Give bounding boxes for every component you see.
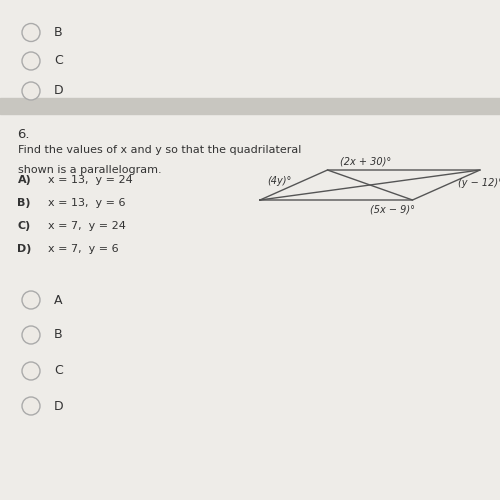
Circle shape: [22, 326, 40, 344]
Circle shape: [22, 397, 40, 415]
Text: B: B: [54, 328, 62, 342]
Text: x = 13,  y = 6: x = 13, y = 6: [48, 198, 125, 208]
Text: (4y)°: (4y)°: [268, 176, 292, 186]
Text: C): C): [18, 221, 31, 231]
Circle shape: [22, 82, 40, 100]
Text: C: C: [54, 364, 63, 378]
Circle shape: [22, 362, 40, 380]
Circle shape: [22, 52, 40, 70]
Text: D): D): [18, 244, 32, 254]
Bar: [0, 98, 500, 114]
Text: (5x − 9)°: (5x − 9)°: [370, 204, 415, 214]
Text: C: C: [54, 54, 63, 68]
Text: x = 7,  y = 6: x = 7, y = 6: [48, 244, 118, 254]
Text: (2x + 30)°: (2x + 30)°: [340, 156, 391, 166]
Text: A: A: [54, 294, 62, 306]
Text: x = 13,  y = 24: x = 13, y = 24: [48, 175, 132, 185]
Circle shape: [22, 24, 40, 42]
Circle shape: [22, 291, 40, 309]
Text: D: D: [54, 84, 64, 98]
Text: B: B: [54, 26, 62, 39]
Text: x = 7,  y = 24: x = 7, y = 24: [48, 221, 126, 231]
Text: (y − 12)°: (y − 12)°: [458, 178, 500, 188]
Text: shown is a parallelogram.: shown is a parallelogram.: [18, 165, 161, 175]
Text: A): A): [18, 175, 31, 185]
Text: B): B): [18, 198, 31, 208]
Text: Find the values of x and y so that the quadrilateral: Find the values of x and y so that the q…: [18, 145, 301, 155]
Text: 6.: 6.: [18, 128, 30, 140]
Text: D: D: [54, 400, 64, 412]
